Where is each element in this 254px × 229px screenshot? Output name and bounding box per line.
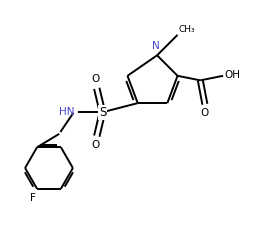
Text: OH: OH	[223, 70, 239, 80]
Text: HN: HN	[58, 107, 74, 117]
Text: O: O	[91, 140, 99, 150]
Text: O: O	[91, 74, 99, 84]
Text: N: N	[151, 41, 159, 51]
Text: CH₃: CH₃	[178, 25, 195, 34]
Text: F: F	[29, 193, 35, 203]
Text: S: S	[98, 106, 106, 119]
Text: O: O	[200, 108, 208, 118]
